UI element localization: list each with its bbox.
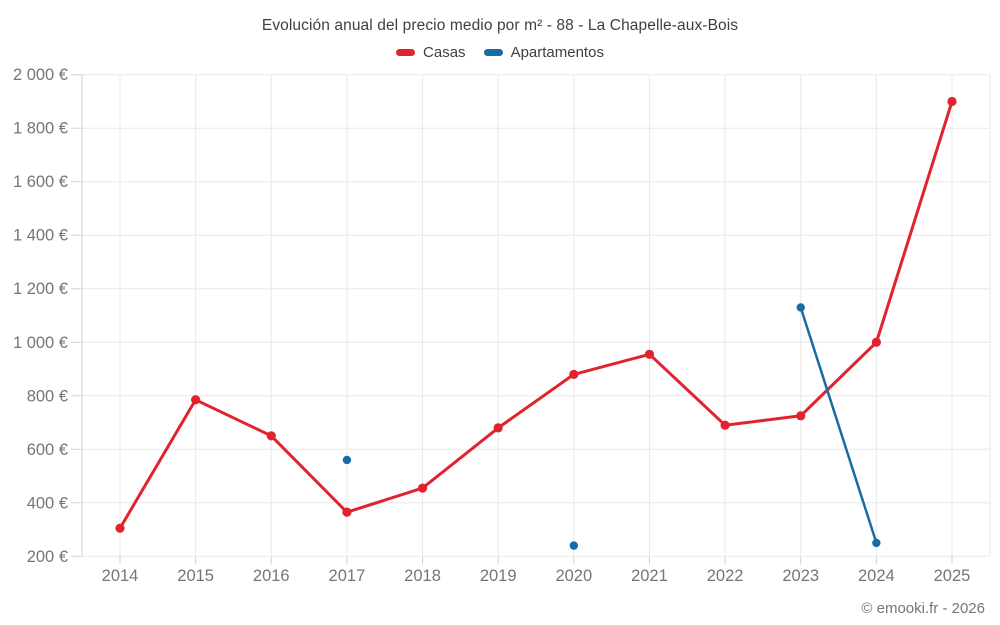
casas-legend-swatch-icon <box>396 49 416 56</box>
casas-point-2025[interactable] <box>947 96 957 107</box>
casas-point-2016[interactable] <box>266 431 276 441</box>
casas-point-2020[interactable] <box>569 369 579 379</box>
chart-title: Evolución anual del precio medio por m² … <box>261 17 739 34</box>
apartamentos-point-2023[interactable] <box>796 303 805 312</box>
casas-point-2014[interactable] <box>115 523 125 533</box>
casas-point-2015[interactable] <box>191 395 201 405</box>
chart-legend: Casas Apartamentos <box>0 44 1000 61</box>
apartamentos-legend-swatch-icon <box>483 49 503 56</box>
y-axis-label: 800 € <box>27 387 68 405</box>
x-axis-label: 2024 <box>858 567 895 585</box>
apartamentos-line <box>799 306 878 545</box>
x-axis-label: 2020 <box>555 567 592 585</box>
y-axis-label: 200 € <box>27 548 68 566</box>
casas-point-2022[interactable] <box>720 420 730 430</box>
casas-point-2024[interactable] <box>871 337 881 347</box>
x-axis-label: 2019 <box>480 567 517 585</box>
casas-point-2023[interactable] <box>796 411 806 421</box>
x-axis-label: 2014 <box>102 567 139 585</box>
y-axis-label: 1 400 € <box>13 227 68 245</box>
y-axis-label: 400 € <box>27 494 68 512</box>
y-axis-label: 1 600 € <box>13 173 68 191</box>
x-axis-label: 2025 <box>934 567 971 585</box>
casas-point-2021[interactable] <box>644 349 655 359</box>
x-axis-label: 2016 <box>253 567 290 585</box>
x-axis-label: 2018 <box>404 567 441 585</box>
y-axis-label: 1 200 € <box>13 280 68 298</box>
casas-point-2017[interactable] <box>342 507 352 517</box>
legend-label-apartamentos: Apartamentos <box>510 44 604 61</box>
casas-point-2018[interactable] <box>417 483 428 493</box>
copyright-watermark: © emooki.fr - 2026 <box>861 600 985 617</box>
y-axis-label: 2 000 € <box>13 66 68 84</box>
legend-label-casas: Casas <box>423 44 466 61</box>
x-axis-label: 2021 <box>631 567 668 585</box>
x-axis-label: 2023 <box>782 567 819 585</box>
apartamentos-point-2024[interactable] <box>872 538 881 548</box>
y-axis-label: 1 800 € <box>13 120 68 138</box>
x-axis-label: 2015 <box>177 567 214 585</box>
apartamentos-point-2020[interactable] <box>569 541 579 550</box>
legend-item-apartamentos[interactable]: Apartamentos <box>483 44 604 61</box>
legend-item-casas[interactable]: Casas <box>396 44 466 61</box>
apartamentos-point-2017[interactable] <box>342 455 352 465</box>
casas-point-2019[interactable] <box>493 423 503 433</box>
x-axis-label: 2017 <box>329 567 366 585</box>
y-axis-label: 1 000 € <box>13 334 68 352</box>
y-axis-label: 600 € <box>27 441 68 459</box>
x-axis-label: 2022 <box>707 567 744 585</box>
casas-line <box>118 100 954 530</box>
